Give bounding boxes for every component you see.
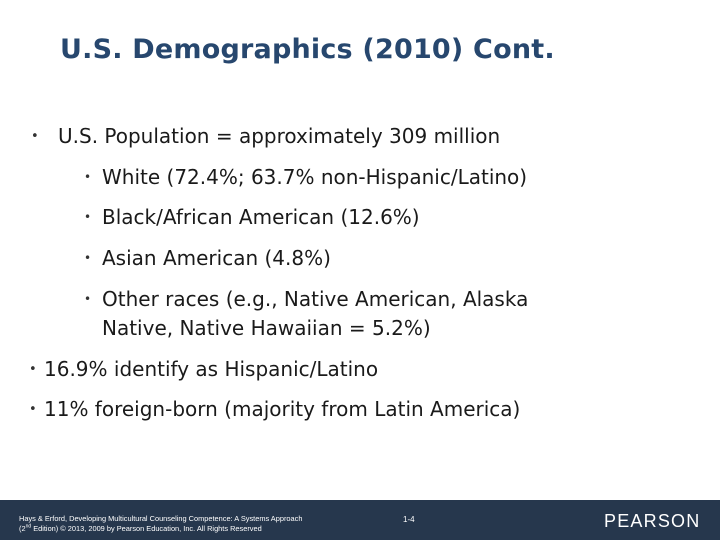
citation-line-2: (2nd Edition) © 2013, 2009 by Pearson Ed… [19,523,262,533]
bullet-other-races: • Other races (e.g., Native American, Al… [84,287,529,312]
bullet-other-races-continued: Native, Native Hawaiian = 5.2%) [102,316,431,341]
bullet-text: 11% foreign-born (majority from Latin Am… [44,397,521,421]
bullet-text: White (72.4%; 63.7% non-Hispanic/Latino) [102,165,528,189]
slide-title: U.S. Demographics (2010) Cont. [60,34,555,65]
bullet-hispanic: • 16.9% identify as Hispanic/Latino [29,357,379,382]
bullet-icon: • [29,402,37,417]
bullet-icon: • [84,292,92,306]
bullet-icon: • [84,170,92,184]
bullet-black: • Black/African American (12.6%) [84,205,420,230]
bullet-icon: • [29,362,37,377]
bullet-list: • U.S. Population = approximately 309 mi… [29,124,529,422]
citation-line-1: Hays & Erford, Developing Multicultural … [19,514,303,523]
bullet-text: 16.9% identify as Hispanic/Latino [44,357,379,381]
bullet-icon: • [84,210,92,224]
pearson-logo: PEARSON [604,511,701,531]
bullet-text: U.S. Population = approximately 309 mill… [58,124,501,148]
bullet-population: • U.S. Population = approximately 309 mi… [31,124,501,149]
footer-citation: Hays & Erford, Developing Multicultural … [19,514,399,534]
bullet-white: • White (72.4%; 63.7% non-Hispanic/Latin… [84,165,528,190]
bullet-text-line1: Other races (e.g., Native American, Alas… [102,287,529,311]
bullet-foreign-born: • 11% foreign-born (majority from Latin … [29,397,521,422]
page-number: 1-4 [403,515,415,524]
bullet-icon: • [31,129,39,144]
bullet-asian: • Asian American (4.8%) [84,246,331,271]
bullet-text: Asian American (4.8%) [102,246,331,270]
bullet-icon: • [84,251,92,265]
footer-bar [0,500,720,540]
bullet-text-line2: Native, Native Hawaiian = 5.2%) [102,316,431,340]
bullet-text: Black/African American (12.6%) [102,205,420,229]
